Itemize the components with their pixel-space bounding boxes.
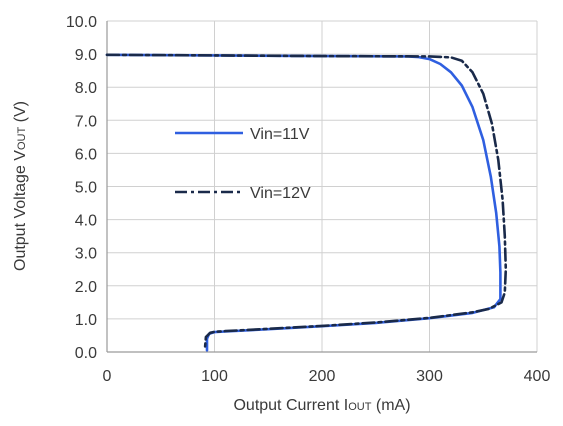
y-tick-label-5: 5.0 — [75, 180, 97, 197]
x-axis-title: Output Current IOUT (mA) — [233, 397, 410, 414]
y-tick-label-6: 6.0 — [75, 146, 97, 163]
y-tick-label-4: 4.0 — [75, 213, 97, 230]
x-tick-label-1: 100 — [201, 368, 228, 385]
x-tick-labels: 0 100 200 300 400 — [103, 368, 551, 385]
y-tick-labels: 0.0 1.0 2.0 3.0 4.0 5.0 6.0 7.0 8.0 9.0 10.0 — [66, 14, 97, 362]
x-tick-label-2: 200 — [309, 368, 336, 385]
y-tick-label-1: 1.0 — [75, 312, 97, 329]
legend-label-vin12: Vin=12V — [250, 185, 311, 202]
grid-lines — [106, 20, 538, 353]
legend: Vin=11V Vin=12V — [175, 126, 311, 202]
series-layer — [105, 53, 508, 352]
legend-label-vin11: Vin=11V — [250, 126, 310, 143]
y-tick-label-3: 3.0 — [75, 246, 97, 263]
y-axis-title: Output Voltage VOUT (V) — [12, 101, 29, 271]
x-tick-label-0: 0 — [103, 368, 112, 385]
y-tick-label-2: 2.0 — [75, 279, 97, 296]
y-tick-label-0: 0.0 — [75, 345, 97, 362]
series-line-vin-11v — [105, 53, 502, 352]
x-tick-label-3: 300 — [416, 368, 443, 385]
x-tick-label-4: 400 — [524, 368, 551, 385]
series-line-vin-12v — [105, 53, 508, 352]
y-tick-label-7: 7.0 — [75, 113, 97, 130]
y-tick-label-10: 10.0 — [66, 14, 97, 31]
y-tick-label-9: 9.0 — [75, 47, 97, 64]
y-tick-label-8: 8.0 — [75, 80, 97, 97]
